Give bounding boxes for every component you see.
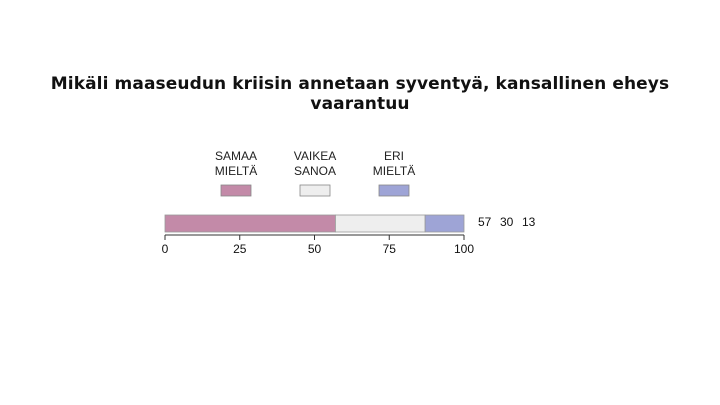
- legend-swatch-3: [378, 184, 410, 197]
- x-tick-label-3: 50: [308, 242, 322, 256]
- bar-group: [164, 214, 465, 233]
- value-label-2: 30: [500, 215, 514, 229]
- bar-segment-2: [335, 214, 426, 233]
- x-axis: 0 25 50 75 100: [162, 234, 474, 256]
- value-label-1: 57: [478, 215, 492, 229]
- value-labels: 57 30 13: [478, 215, 536, 229]
- bar-segment-1: [164, 214, 336, 233]
- legend-label-1-line-2: MIELTÄ: [215, 164, 257, 178]
- legend-swatch-1: [220, 184, 252, 197]
- x-tick-label-2: 25: [233, 242, 247, 256]
- x-tick-label-4: 75: [383, 242, 397, 256]
- legend-swatch-2: [299, 184, 331, 197]
- legend-label-2-line-1: VAIKEA: [294, 149, 336, 163]
- value-label-3: 13: [522, 215, 536, 229]
- legend-label-2-line-2: SANOA: [294, 164, 336, 178]
- x-tick-label-5: 100: [454, 242, 474, 256]
- legend-label-3-line-2: MIELTÄ: [373, 164, 415, 178]
- chart-title: Mikäli maaseudun kriisin annetaan syvent…: [50, 74, 670, 114]
- x-tick-label-1: 0: [162, 242, 169, 256]
- bar-segment-3: [424, 214, 465, 233]
- legend-label-3-line-1: ERI: [384, 149, 404, 163]
- legend-label-1-line-1: SAMAA: [215, 149, 257, 163]
